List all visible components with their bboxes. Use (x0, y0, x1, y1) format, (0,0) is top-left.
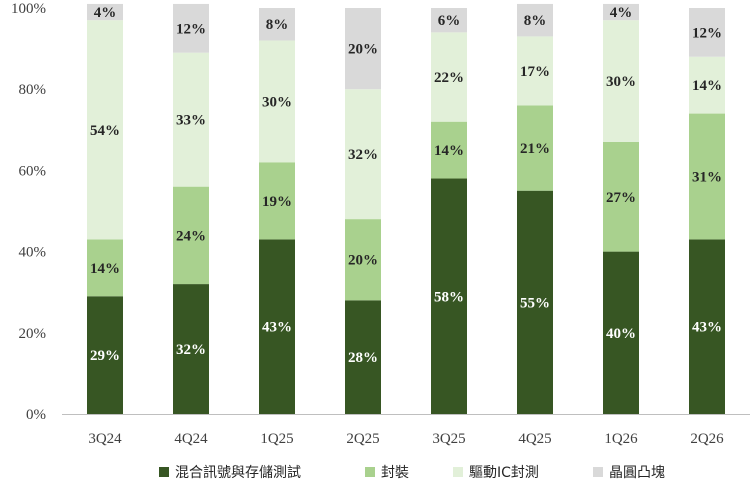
bar-segment (259, 8, 295, 41)
data-label: 22% (434, 70, 464, 86)
bar-segment (87, 296, 123, 414)
x-tick-label: 1Q26 (604, 431, 638, 447)
data-label: 27% (606, 190, 636, 206)
data-label: 55% (520, 295, 550, 311)
x-tick-label: 4Q25 (518, 431, 551, 447)
bar-segment (603, 251, 639, 414)
x-axis: 3Q24 4Q24 1Q25 2Q25 3Q25 4Q25 1Q26 2Q26 (62, 414, 750, 447)
bar-segment (431, 32, 467, 122)
bar-segment (689, 113, 725, 240)
bar-segment (431, 8, 467, 33)
bar-segment (87, 239, 123, 297)
x-tick-label: 3Q24 (88, 431, 122, 447)
bar-segment (603, 3, 639, 21)
data-label: 40% (606, 326, 636, 342)
data-label: 21% (520, 141, 550, 157)
x-tick-label: 2Q25 (346, 431, 379, 447)
data-label: 12% (692, 25, 722, 41)
bar-segment (173, 3, 209, 53)
bar-segment (517, 36, 553, 106)
bar-segment (345, 89, 381, 220)
data-label: 12% (176, 21, 206, 37)
data-label: 54% (90, 123, 120, 139)
bar-segment (689, 8, 725, 57)
data-label: 43% (692, 320, 722, 336)
data-label: 20% (348, 42, 378, 58)
data-label: 33% (176, 113, 206, 129)
legend-swatch (453, 467, 463, 477)
bar-segment (431, 178, 467, 414)
data-label: 4% (610, 5, 633, 21)
data-label: 6% (438, 13, 461, 29)
bar-segment (173, 186, 209, 285)
data-label: 4% (94, 5, 117, 21)
x-tick-label: 2Q26 (690, 431, 724, 447)
y-axis: 0% 20% 40% 60% 80% 100% (11, 1, 46, 423)
legend-swatch (365, 467, 375, 477)
data-label: 19% (262, 194, 292, 210)
bar-segment (517, 105, 553, 191)
data-label: 31% (692, 169, 722, 185)
bar-segment (173, 52, 209, 187)
data-label: 29% (90, 348, 120, 364)
bar-segment (345, 8, 381, 90)
bar-segment (345, 219, 381, 301)
bar-segment (689, 56, 725, 114)
data-label: 32% (176, 342, 206, 358)
legend-label: 封裝 (381, 465, 409, 481)
bar-segment (173, 284, 209, 414)
bars-area: 29% 14% 54% 4% 32% 24% 33% 12% 43% 19% 30% 8% 28% 20%… (87, 3, 725, 414)
data-label: 28% (348, 350, 378, 366)
bar-segment (431, 121, 467, 179)
bar-segment (259, 40, 295, 163)
data-label: 30% (606, 74, 636, 90)
x-tick-label: 3Q25 (432, 431, 465, 447)
legend-label: 混合訊號與存儲測試 (175, 465, 301, 481)
data-label: 43% (262, 320, 292, 336)
data-label: 20% (348, 253, 378, 269)
data-label: 30% (262, 94, 292, 110)
data-label: 17% (520, 64, 550, 80)
bar-segment (517, 190, 553, 414)
data-label: 8% (266, 17, 289, 33)
y-tick-label: 20% (19, 326, 47, 342)
x-tick-label: 4Q24 (174, 431, 208, 447)
bar-segment (259, 162, 295, 240)
legend: 混合訊號與存儲測試 封裝 驅動IC封測 晶圓凸塊 (159, 465, 665, 481)
data-label: 32% (348, 147, 378, 163)
bar-segment (87, 20, 123, 240)
data-label: 14% (434, 143, 464, 159)
legend-swatch (593, 467, 603, 477)
data-label: 14% (90, 261, 120, 277)
legend-label: 驅動IC封測 (469, 465, 539, 481)
data-label: 14% (692, 78, 722, 94)
data-label: 8% (524, 13, 547, 29)
bar-segment (689, 239, 725, 414)
y-tick-label: 80% (19, 82, 47, 98)
bar-segment (87, 3, 123, 21)
y-tick-label: 100% (11, 1, 46, 17)
y-tick-label: 40% (19, 245, 47, 261)
y-tick-label: 0% (26, 407, 46, 423)
bar-segment (345, 300, 381, 414)
data-label: 24% (176, 228, 206, 244)
legend-swatch (159, 467, 169, 477)
bar-segment (259, 239, 295, 414)
data-label: 58% (434, 289, 464, 305)
legend-label: 晶圓凸塊 (609, 465, 665, 481)
bar-segment (517, 3, 553, 37)
y-tick-label: 60% (19, 163, 47, 179)
bar-segment (603, 20, 639, 142)
x-tick-label: 1Q25 (260, 431, 293, 447)
bar-segment (603, 141, 639, 252)
